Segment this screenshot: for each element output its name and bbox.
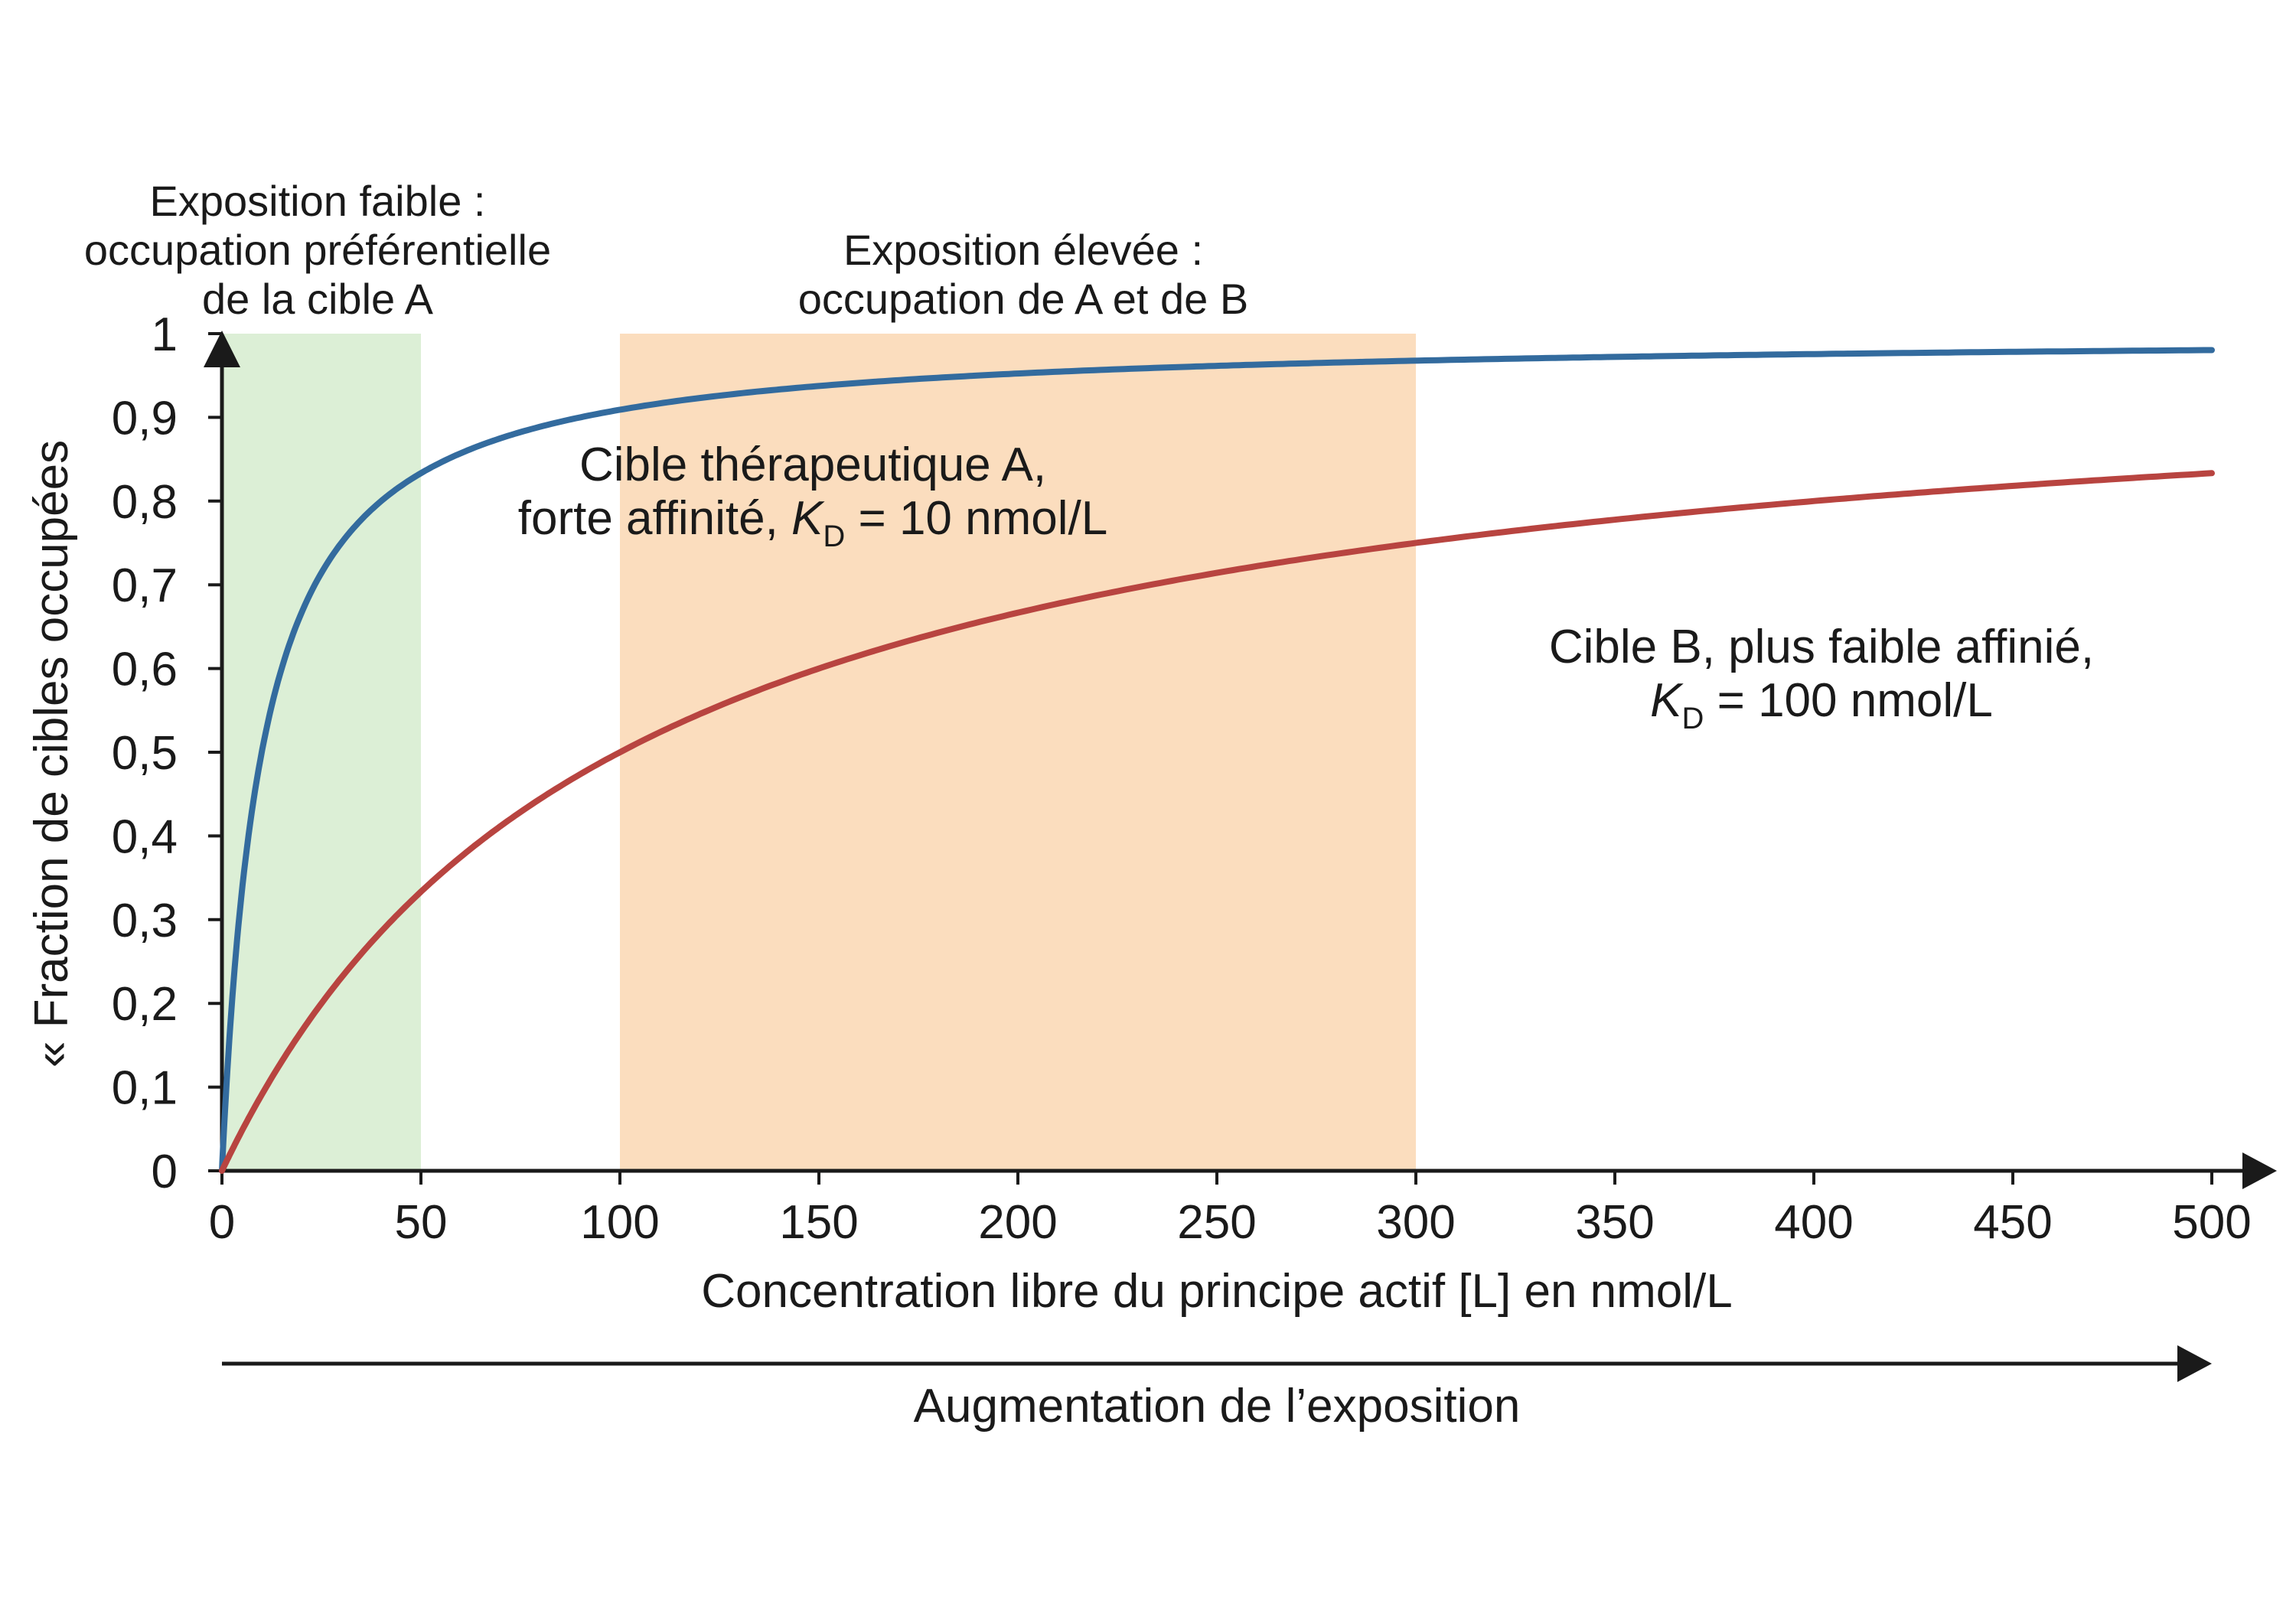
exposure-arrow-label: Augmentation de l’exposition	[914, 1380, 1521, 1433]
y-tick-label: 0,5	[112, 727, 178, 780]
y-tick-label: 0	[152, 1146, 178, 1198]
exposure-region-labels: Exposition faible :occupation préférenti…	[84, 177, 1248, 323]
exposure-region-1-label-line: occupation préférentielle	[84, 226, 551, 274]
exposure-region-2-label-line: occupation de A et de B	[798, 275, 1248, 323]
y-tick-label: 0,6	[112, 644, 178, 696]
exposure-region-1-label-line: de la cible A	[202, 275, 434, 323]
y-axis-arrowhead	[204, 331, 240, 367]
x-tick-label: 300	[1376, 1196, 1455, 1249]
x-tick-label: 500	[2172, 1196, 2251, 1249]
exposure-region-2	[620, 334, 1416, 1171]
exposure-region-1	[222, 334, 421, 1171]
y-tick-label: 0,1	[112, 1062, 178, 1115]
series-1-label-line1: Cible thérapeutique A,	[579, 438, 1046, 491]
y-axis-ticks: 0 0,1 0,2 0,3 0,4 0,5 0,6 0,7 0,8 0,9 1	[112, 308, 222, 1198]
x-tick-label: 50	[395, 1196, 448, 1249]
y-tick-label: 0,4	[112, 810, 178, 863]
exposure-regions	[222, 334, 1416, 1171]
y-tick-label: 0,7	[112, 559, 178, 612]
x-tick-label: 400	[1774, 1196, 1853, 1249]
y-tick-label: 0,9	[112, 392, 178, 445]
y-tick-label: 0,2	[112, 978, 178, 1031]
exposure-arrowhead	[2177, 1345, 2212, 1382]
y-tick-label: 0,8	[112, 476, 178, 529]
x-tick-label: 100	[580, 1196, 659, 1249]
x-tick-label: 450	[1973, 1196, 2052, 1249]
x-tick-label: 0	[209, 1196, 235, 1249]
exposure-region-2-label-line: Exposition élevée :	[843, 226, 1203, 274]
series-line-1	[219, 347, 2215, 1174]
y-axis-title: « Fraction de cibles occupées	[25, 440, 78, 1068]
exposure-region-1-label-line: Exposition faible :	[150, 177, 486, 225]
exposure-arrow: Augmentation de l’exposition	[222, 1345, 2212, 1433]
x-axis-title: Concentration libre du principe actif [L…	[701, 1265, 1733, 1318]
x-tick-label: 250	[1177, 1196, 1256, 1249]
series-2-label-line1: Cible B, plus faible affinié,	[1549, 621, 2094, 673]
series-line-2	[219, 470, 2215, 1174]
y-tick-label: 1	[152, 308, 178, 361]
y-tick-label: 0,3	[112, 895, 178, 947]
series-1-label-line2: forte affinité, KD = 10 nmol/L	[518, 492, 1107, 553]
x-tick-label: 150	[779, 1196, 858, 1249]
x-axis-arrowhead	[2242, 1152, 2277, 1189]
x-axis-ticks: 0 50 100 150 200 250 300 350 400 450 500	[209, 1171, 2252, 1249]
series-labels: Cible thérapeutique A,forte affinité, KD…	[518, 438, 2094, 735]
x-tick-label: 350	[1575, 1196, 1654, 1249]
x-tick-label: 200	[978, 1196, 1057, 1249]
series-lines	[219, 347, 2215, 1174]
axes	[204, 331, 2277, 1189]
series-2-label-line2: KD = 100 nmol/L	[1650, 674, 1993, 735]
